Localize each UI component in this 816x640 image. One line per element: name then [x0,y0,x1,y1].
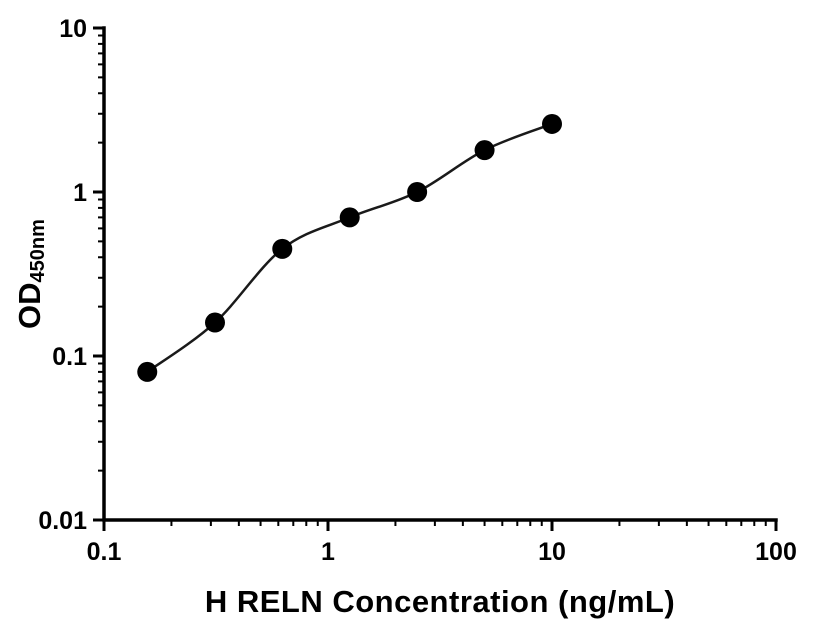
data-point [339,207,360,228]
data-point [474,140,495,161]
y-tick-label: 1 [73,179,87,207]
axis-lines [102,26,778,522]
y-axis-title-main: OD [12,282,47,329]
data-point [137,361,158,382]
x-tick-label: 0.1 [87,538,122,566]
data-point [272,238,293,259]
y-tick-label: 10 [59,15,87,43]
y-tick-label: 0.1 [52,343,87,371]
x-tick-label: 1 [321,538,335,566]
y-axis-title-subscript: 450nm [27,219,49,283]
data-point [407,182,428,202]
x-tick-label: 10 [538,538,566,566]
x-tick-label: 100 [755,538,797,566]
data-point [205,312,225,333]
x-axis-title: H RELN Concentration (ng/mL) [204,584,676,619]
y-tick-label: 0.01 [38,507,87,535]
data-point [542,113,562,134]
y-axis-title: OD450nm [12,219,49,329]
fit-curve [146,122,553,373]
